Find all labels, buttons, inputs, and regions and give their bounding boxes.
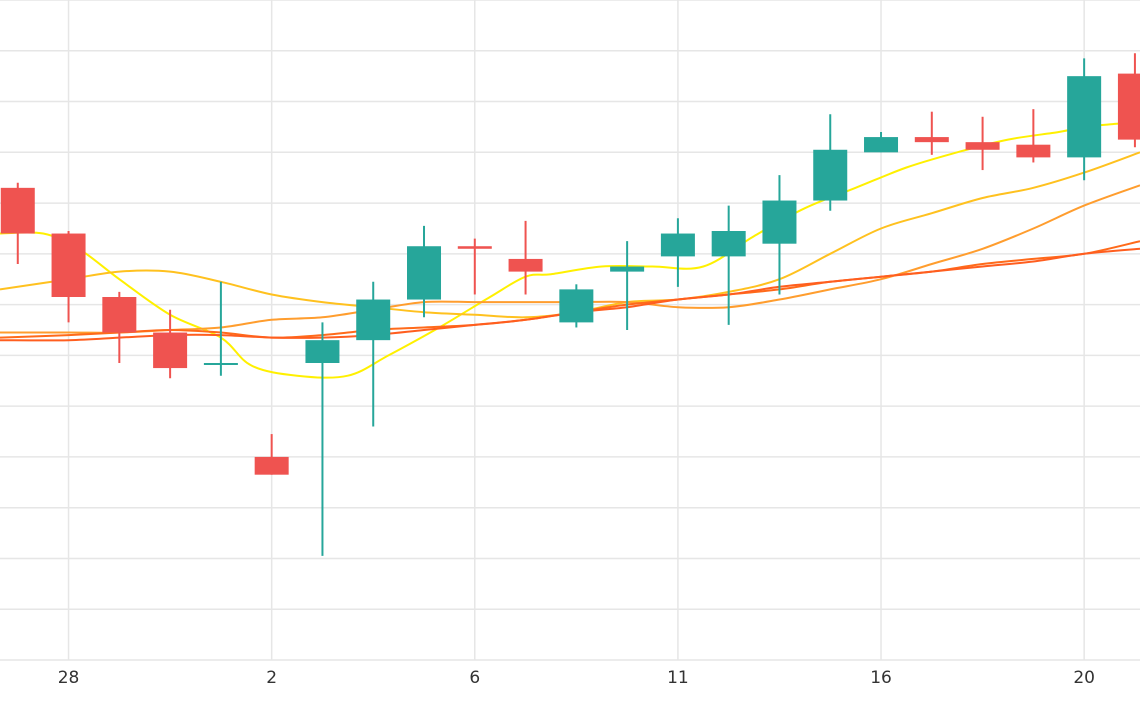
candle[interactable] [51, 231, 86, 323]
candle-body [508, 258, 543, 272]
candle[interactable] [1067, 58, 1102, 181]
candle[interactable] [0, 182, 35, 264]
candle[interactable] [864, 132, 899, 153]
candle[interactable] [254, 434, 289, 475]
candle-body [51, 233, 86, 297]
candle-body [305, 340, 340, 363]
candle[interactable] [965, 116, 1000, 171]
candle[interactable] [813, 114, 848, 211]
candle-body [660, 233, 695, 257]
candle[interactable] [610, 241, 645, 330]
candle[interactable] [407, 225, 442, 318]
candle-body [407, 246, 442, 300]
candles [0, 53, 1140, 556]
candle-body [254, 456, 289, 475]
candle-body [1117, 73, 1140, 140]
candle[interactable] [153, 309, 188, 379]
candle-body [965, 142, 1000, 150]
candle[interactable] [1016, 109, 1051, 163]
candle-body [153, 332, 188, 369]
candle-body [102, 297, 137, 333]
candle-body [762, 200, 797, 244]
candle-body [610, 266, 645, 272]
grid [0, 0, 1140, 661]
candle-body [559, 289, 594, 323]
candle-body [1016, 144, 1051, 158]
x-axis-ticks: 28 2 6 11 16 20 [58, 668, 1095, 688]
candle[interactable] [203, 281, 238, 376]
candle-body [864, 137, 899, 153]
candle[interactable] [914, 111, 949, 155]
candle[interactable] [102, 291, 137, 363]
candle[interactable] [457, 238, 492, 295]
candle-body [1067, 76, 1102, 158]
candle-body [813, 149, 848, 201]
candle[interactable] [508, 220, 543, 295]
candle[interactable] [762, 175, 797, 295]
candle-body [914, 137, 949, 143]
x-tick-label: 2 [266, 668, 277, 688]
x-tick-label: 20 [1073, 668, 1095, 688]
candle-body [203, 363, 238, 365]
candle[interactable] [559, 284, 594, 328]
candle-body [0, 187, 35, 234]
x-tick-label: 16 [870, 668, 892, 688]
x-tick-label: 11 [667, 668, 689, 688]
x-tick-label: 28 [58, 668, 80, 688]
candle-body [457, 246, 492, 249]
candle-body [711, 231, 746, 257]
candle[interactable] [305, 322, 340, 556]
x-tick-label: 6 [469, 668, 480, 688]
candle[interactable] [711, 205, 746, 325]
candle[interactable] [356, 281, 391, 427]
candle[interactable] [660, 218, 695, 287]
candle-body [356, 299, 391, 341]
candle[interactable] [1117, 53, 1140, 148]
